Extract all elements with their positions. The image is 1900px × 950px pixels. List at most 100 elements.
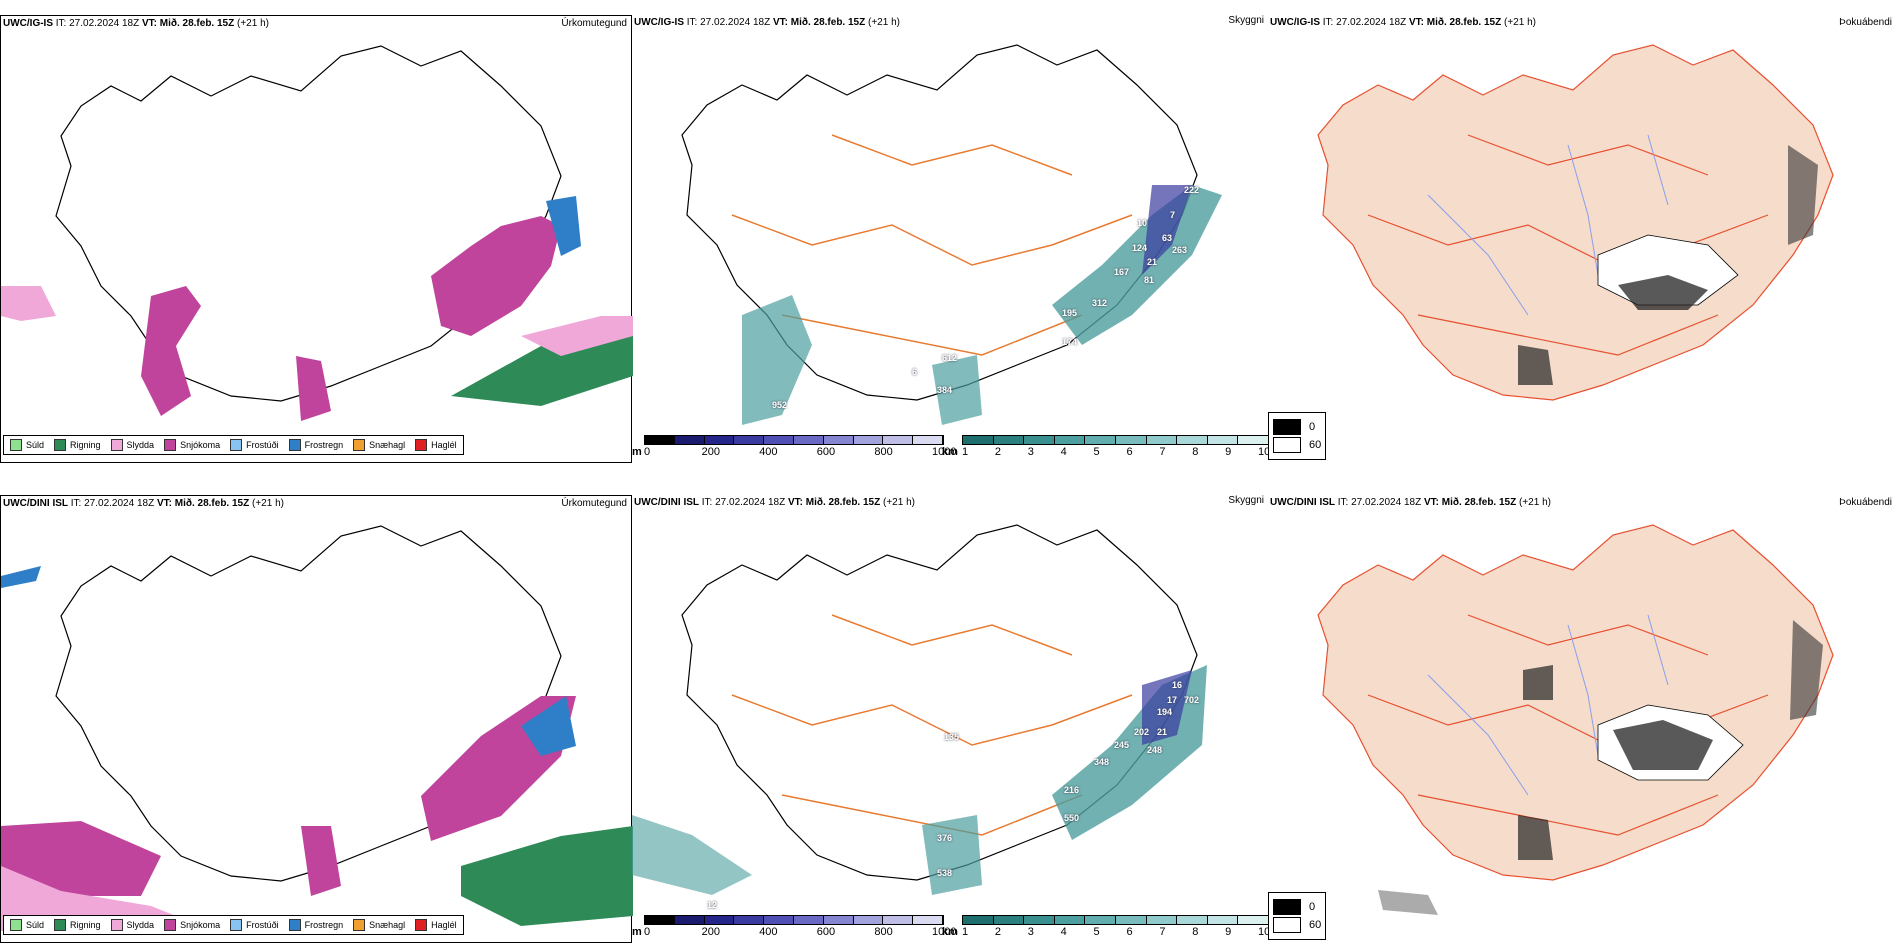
colorbar-segment (1024, 436, 1055, 444)
fog-vis-se (1052, 185, 1222, 345)
vis-marker: 167 (1114, 267, 1130, 277)
colorbar-segment (674, 436, 705, 444)
colorbar-tick: 4 (1060, 446, 1067, 458)
fog-legend-label: 60 (1309, 439, 1322, 451)
legend-item: Snjókoma (164, 919, 220, 931)
colorbar-segment (1115, 916, 1147, 924)
legend-label: Haglél (431, 920, 457, 930)
legend-swatch (54, 439, 67, 451)
legend-swatch (288, 919, 301, 931)
legend-label: Súld (26, 440, 45, 450)
colorbar-unit: m (632, 926, 642, 938)
colorbar-tick: 400 (759, 926, 778, 938)
vt-label: VT: (1408, 17, 1424, 28)
colorbar-segment (913, 916, 943, 924)
vis-marker: 81 (1144, 275, 1155, 285)
fog-title: Þokuábendi (1839, 17, 1892, 28)
fog-vis-s (922, 815, 982, 895)
fog-legend-swatch (1273, 437, 1301, 453)
legend-item: Frostregn (288, 439, 343, 451)
legend-label: Slydda (126, 440, 155, 450)
colorbar-tick: 10 (1258, 926, 1271, 938)
vis-marker: 538 (937, 868, 953, 878)
vis-marker: 245 (1114, 740, 1130, 750)
fog-map-1 (1317, 44, 1834, 401)
vis-marker: 174 (1062, 337, 1078, 347)
legend-label: Snæhagl (369, 920, 406, 930)
vis-title: Skyggni (1228, 15, 1264, 26)
vis-marker: 12 (707, 900, 718, 910)
colorbar-tick: 600 (816, 926, 836, 938)
colorbar-tick: 800 (874, 926, 893, 938)
colorbar-tick: 8 (1192, 926, 1199, 938)
vis-marker: 16 (1172, 680, 1183, 690)
legend-label: Rigning (70, 920, 101, 930)
colorbar-segment (764, 436, 794, 444)
vis-marker: 376 (937, 833, 953, 843)
river-network (1427, 614, 1669, 796)
legend-label: Snjókoma (180, 440, 221, 450)
vis-marker: 21 (1147, 257, 1158, 267)
colorbar-segment (963, 436, 994, 444)
it-value: 27.02.2024 18Z (1351, 497, 1422, 508)
colorbar-segment (1024, 916, 1055, 924)
vis-marker: 21 (1157, 727, 1168, 737)
fog-legend-label: 60 (1309, 919, 1322, 931)
frostregn-area (521, 696, 576, 756)
model-name: UWC/DINI ISL (3, 498, 68, 509)
colorbar-tick: 0 (644, 446, 651, 458)
colorbar-segment (1177, 916, 1208, 924)
vis-marker: 550 (1064, 813, 1080, 823)
legend-item: Snæhagl (353, 439, 405, 451)
colorbar-segment (853, 436, 884, 444)
snow-area-south (301, 826, 341, 896)
colorbar-tick: 600 (816, 446, 836, 458)
colorbar-tick: 10 (1258, 446, 1271, 458)
colorbar-unit: km (942, 926, 958, 938)
colorbar-tick: 1 (962, 926, 969, 938)
vis-title: Skyggni (1228, 495, 1264, 506)
low-vis-se (1142, 670, 1192, 745)
fog-legend-row: 0 (1273, 899, 1321, 915)
vis-marker: 248 (1147, 745, 1163, 755)
colorbar-tick: 1000 (932, 926, 957, 938)
lead-time: (+21 h) (237, 18, 269, 29)
precip-legend: Súld Rigning Slydda Snjókoma Frostúði Frostre… (3, 915, 464, 935)
precip-title: Úrkomutegund (561, 18, 627, 29)
vis-marker: 222 (1184, 185, 1200, 195)
colorbar-tick: 9 (1225, 926, 1232, 938)
legend-item: Snjókoma (164, 439, 220, 451)
vis-panel-1: UWC/IG-IS IT: 27.02.2024 18Z VT: Mið. 28… (632, 15, 1271, 463)
lead-time: (+21 h) (1504, 17, 1536, 28)
colorbar-segment (704, 436, 735, 444)
iceland-land (1317, 44, 1834, 401)
colorbar-segment (1238, 916, 1269, 924)
vt-label: VT: (772, 17, 788, 28)
panel-header: UWC/IG-IS IT: 27.02.2024 18Z VT: Mið. 28… (634, 17, 900, 28)
colorbar-segment (993, 916, 1025, 924)
frostregn-area (546, 196, 581, 256)
colorbar-segment (793, 916, 824, 924)
vis-marker: 17 (1167, 695, 1178, 705)
legend-swatch (230, 919, 243, 931)
panel-header: UWC/DINI ISL IT: 27.02.2024 18Z VT: Mið.… (1270, 497, 1551, 508)
colorbar-unit: km (942, 446, 958, 458)
colorbar-tick: 8 (1192, 446, 1199, 458)
sleet-area-se (521, 316, 633, 356)
legend-label: Haglél (431, 440, 457, 450)
colorbar-segment (1177, 436, 1208, 444)
vis-colorbar-m: m 0 200 400 600 800 1000 (632, 915, 956, 943)
legend-swatch (353, 439, 366, 451)
legend-swatch (110, 439, 123, 451)
colorbar-tick: 0 (644, 926, 651, 938)
colorbar-segment (734, 436, 765, 444)
colorbar-segment (913, 436, 943, 444)
fog-legend-swatch (1273, 899, 1301, 915)
vt-value: Mið. 28.feb. 15Z (790, 17, 866, 28)
colorbar-segment (853, 916, 884, 924)
legend-swatch (415, 919, 428, 931)
fog-legend-label: 0 (1309, 901, 1316, 913)
legend-label: Frostúði (246, 920, 279, 930)
vis-marker: 384 (937, 385, 953, 395)
legend-label: Rigning (70, 440, 101, 450)
